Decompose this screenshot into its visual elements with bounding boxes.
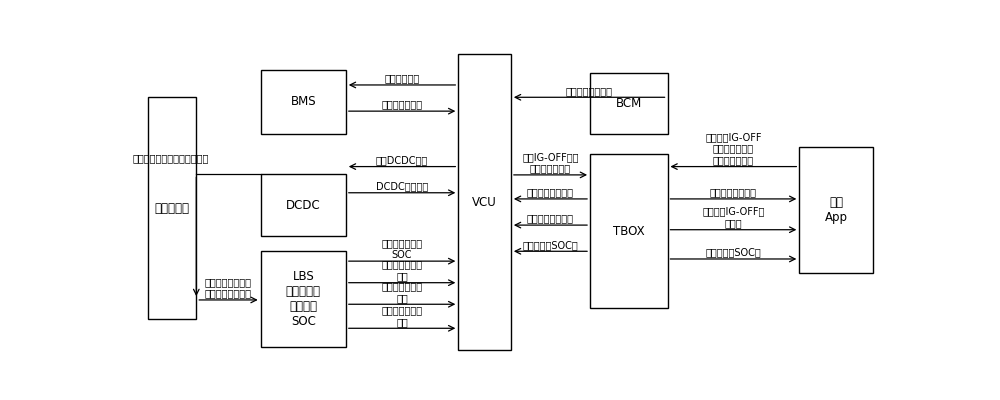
Bar (458, 54, 511, 350)
Bar (261, 174, 346, 236)
Bar (799, 146, 873, 273)
Text: 允许IG-OFF低压
蓄电池充电指令: 允许IG-OFF低压 蓄电池充电指令 (522, 152, 579, 173)
Text: 低压蓄电池当前
电压: 低压蓄电池当前 电压 (382, 281, 423, 303)
Text: 前机舱盖开启状态: 前机舱盖开启状态 (566, 86, 613, 96)
Bar (261, 70, 346, 134)
Text: 指令是否接受反馈: 指令是否接受反馈 (710, 187, 757, 197)
Text: 低压蓄电池当前
电流: 低压蓄电池当前 电流 (382, 305, 423, 327)
Bar (590, 73, 668, 134)
Text: DCDC: DCDC (286, 198, 321, 212)
Text: VCU: VCU (472, 196, 497, 208)
Text: DCDC工作状态: DCDC工作状态 (376, 181, 428, 191)
Text: 高压上电测令: 高压上电测令 (384, 74, 420, 84)
Bar (261, 251, 346, 347)
Bar (148, 97, 196, 319)
Text: 启动DCDC指令: 启动DCDC指令 (376, 155, 428, 165)
Text: 手机
App: 手机 App (825, 196, 848, 224)
Text: TBOX: TBOX (613, 225, 645, 238)
Text: 低压蓄电池当前
温度: 低压蓄电池当前 温度 (382, 260, 423, 281)
Text: 高压继电器状态: 高压继电器状态 (382, 100, 423, 110)
Text: 输出供电，给低压蓄电池充电: 输出供电，给低压蓄电池充电 (133, 154, 209, 164)
Text: 采集低压蓄电池电
压、电流、温度等: 采集低压蓄电池电 压、电流、温度等 (205, 277, 252, 298)
Text: 低压蓄电池当前
SOC: 低压蓄电池当前 SOC (382, 238, 423, 260)
Text: LBS
计算低压蓄
电池剩余
SOC: LBS 计算低压蓄 电池剩余 SOC (286, 270, 321, 328)
Bar (590, 154, 668, 308)
Text: 低压蓄电池SOC值: 低压蓄电池SOC值 (705, 248, 761, 258)
Text: BCM: BCM (616, 97, 642, 110)
Text: 低压充电动作反馈: 低压充电动作反馈 (527, 214, 574, 224)
Text: 低压蓄电池SOC值: 低压蓄电池SOC值 (523, 240, 578, 250)
Text: 车辆正在IG-OFF充
电通知: 车辆正在IG-OFF充 电通知 (702, 206, 765, 228)
Text: BMS: BMS (290, 96, 316, 108)
Text: 指令是否接受反馈: 指令是否接受反馈 (527, 187, 574, 197)
Text: 低压蓄电池: 低压蓄电池 (155, 202, 190, 215)
Text: 是否允许IG-OFF
低压蓄电池侏电
时自动充电指令: 是否允许IG-OFF 低压蓄电池侏电 时自动充电指令 (705, 132, 762, 165)
